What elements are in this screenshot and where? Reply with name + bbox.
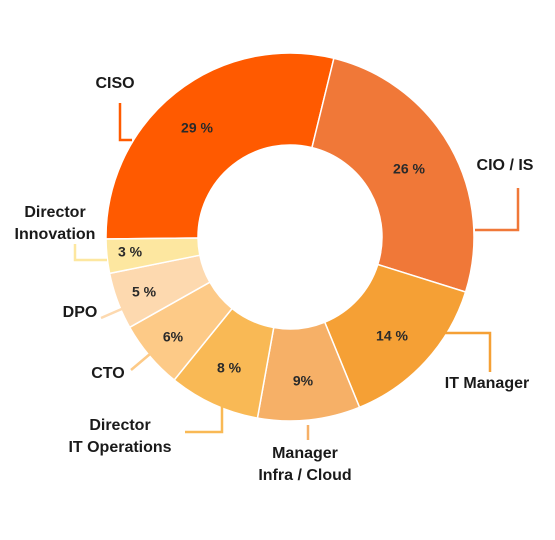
category-label-cto: CTO xyxy=(91,365,124,382)
category-label-director-it-operations: Director IT Operations xyxy=(68,417,171,456)
value-label-dpo: 5 % xyxy=(132,284,157,300)
category-label-line: CISO xyxy=(95,75,134,92)
category-label-line: IT Manager xyxy=(445,375,529,392)
category-label-dpo: DPO xyxy=(63,304,98,321)
leader-line-ciso xyxy=(118,103,132,142)
leader-line-cto xyxy=(130,353,151,371)
value-label-cto: 6% xyxy=(163,329,184,345)
category-label-ciso: CISO xyxy=(95,75,134,92)
category-label-line: Innovation xyxy=(15,226,96,243)
slice-ciso xyxy=(105,52,335,240)
slice-director-innovation xyxy=(105,237,201,275)
value-label-manager-infra-cloud: 9% xyxy=(293,373,314,389)
category-label-line: Director xyxy=(24,204,85,221)
category-label-line: CIO / IS xyxy=(477,157,534,174)
value-label-director-innovation: 3 % xyxy=(118,244,143,260)
category-label-director-innovation: Director Innovation xyxy=(15,204,96,243)
category-label-line: Manager xyxy=(272,445,338,462)
category-label-cio-is: CIO / IS xyxy=(477,157,534,174)
leader-line-director-it-operations xyxy=(185,400,224,434)
leader-line-director-innovation xyxy=(73,244,107,262)
slice-cio-is xyxy=(311,57,475,293)
category-label-line: DPO xyxy=(63,304,98,321)
leader-line-it-manager xyxy=(445,331,492,372)
value-label-cio-is: 26 % xyxy=(393,161,425,177)
leader-line-cio-is xyxy=(475,188,520,232)
value-label-ciso: 29 % xyxy=(181,120,213,136)
category-label-manager-infra-cloud: Manager Infra / Cloud xyxy=(258,445,351,484)
category-label-it-manager: IT Manager xyxy=(445,375,529,392)
leader-line-dpo xyxy=(100,306,125,320)
category-label-line: Infra / Cloud xyxy=(258,467,351,484)
category-label-line: IT Operations xyxy=(68,439,171,456)
value-label-it-manager: 14 % xyxy=(376,328,408,344)
category-label-line: Director xyxy=(89,417,150,434)
value-label-director-it-operations: 8 % xyxy=(217,360,242,376)
category-label-line: CTO xyxy=(91,365,124,382)
